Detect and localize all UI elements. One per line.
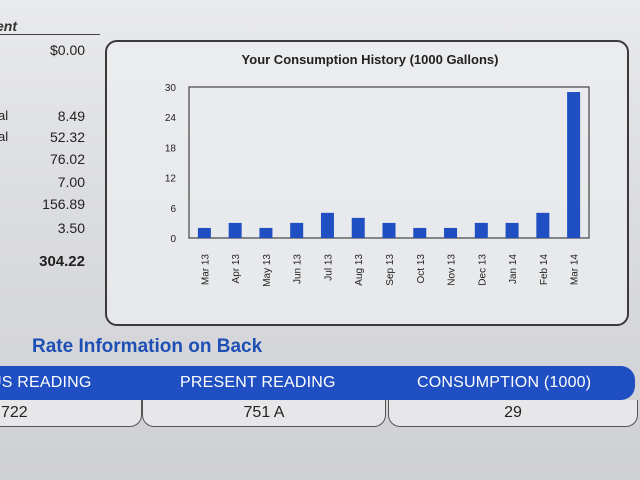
bar — [320, 212, 334, 238]
consumption-value: 29 — [504, 404, 522, 421]
bar — [474, 222, 488, 238]
readings-header-band: US READING PRESENT READING CONSUMPTION (… — [0, 366, 635, 400]
rate-information-note: Rate Information on Back — [32, 336, 263, 357]
x-tick-label: Jul 13 — [323, 254, 334, 281]
y-tick-label: 6 — [170, 204, 176, 215]
charge-value: 8.49 — [57, 108, 85, 124]
consumption-header: CONSUMPTION (1000) — [417, 374, 592, 391]
balance-value: $0.00 — [50, 42, 86, 58]
total-due: 304.22 — [39, 253, 85, 270]
x-tick-label: Dec 13 — [477, 254, 488, 286]
consumption-chart-box: Your Consumption History (1000 Gallons) … — [105, 40, 629, 326]
bar — [259, 227, 273, 238]
bar — [413, 227, 427, 238]
x-tick-label: Oct 13 — [416, 254, 427, 284]
bar — [444, 227, 458, 238]
charge-value: 7.00 — [57, 174, 85, 190]
previous-reading-header: US READING — [0, 374, 92, 391]
charge-label: al — [0, 108, 9, 123]
x-tick-label: Apr 13 — [231, 254, 242, 284]
charge-row: 3.50 — [0, 220, 100, 236]
y-tick-label: 12 — [165, 174, 177, 185]
charge-row: al 8.49 — [0, 108, 100, 124]
chart-title: Your Consumption History (1000 Gallons) — [242, 52, 499, 67]
charge-value: 3.50 — [57, 220, 85, 236]
x-tick-label: Mar 13 — [200, 254, 211, 286]
charge-row: al 52.32 — [0, 129, 100, 145]
x-tick-label: Feb 14 — [539, 254, 550, 286]
statement-heading: ent — [0, 18, 17, 34]
x-tick-label: Aug 13 — [354, 254, 365, 286]
bar — [567, 92, 581, 239]
x-tick-label: May 13 — [262, 254, 273, 287]
previous-reading-value: 722 — [1, 404, 28, 421]
bar — [505, 222, 519, 238]
bar — [228, 222, 242, 238]
bar — [382, 222, 396, 238]
x-tick-label: Mar 14 — [570, 254, 581, 286]
charge-row: 7.00 — [0, 174, 100, 190]
bar — [197, 227, 211, 238]
charge-label: l — [0, 151, 1, 166]
x-tick-label: Jan 14 — [508, 254, 519, 284]
charge-value: 52.32 — [49, 129, 85, 145]
charge-value: 76.02 — [49, 151, 85, 167]
charge-value: 156.89 — [42, 196, 85, 212]
present-reading-value: 751 A — [243, 404, 285, 421]
plot-frame — [188, 86, 590, 239]
y-tick-label: 24 — [165, 113, 177, 124]
x-tick-label: Jun 13 — [293, 254, 304, 284]
y-tick-label: 0 — [170, 234, 176, 245]
bar — [536, 212, 550, 238]
present-reading-header: PRESENT READING — [180, 374, 336, 391]
x-tick-label: Nov 13 — [447, 254, 458, 286]
consumption-chart: Your Consumption History (1000 Gallons) … — [165, 52, 590, 287]
y-tick-label: 18 — [165, 143, 177, 154]
x-tick-label: Sep 13 — [385, 254, 396, 286]
charge-row: 156.89 — [0, 196, 100, 212]
bar — [351, 217, 365, 238]
previous-reading-cell: 722 — [0, 400, 142, 427]
plot-area: 0 6 12 18 24 30 Mar 13 Apr 13 May 13 Jun 13 Jul 13… — [165, 83, 590, 287]
heading-underline — [0, 34, 100, 35]
consumption-cell: 29 — [388, 400, 638, 427]
charge-label: al — [0, 129, 9, 144]
bar — [290, 222, 304, 238]
y-tick-label: 30 — [165, 83, 177, 94]
charge-row: l 76.02 — [0, 151, 100, 167]
present-reading-cell: 751 A — [142, 400, 386, 427]
